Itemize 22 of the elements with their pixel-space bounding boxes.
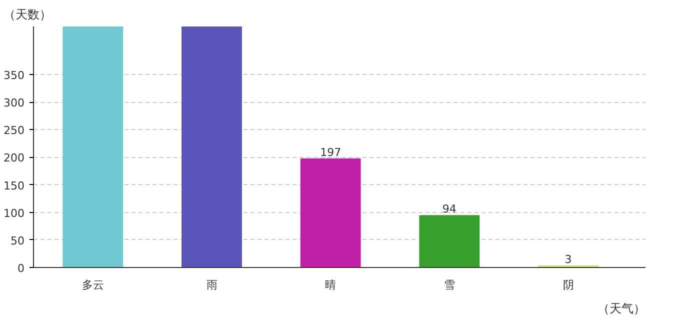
y-tick-label: 250 xyxy=(4,124,25,138)
data-label: 94 xyxy=(442,202,456,216)
bar xyxy=(419,215,480,268)
x-tick-label: 多云 xyxy=(82,278,104,292)
y-tick-label: 50 xyxy=(10,234,25,248)
bar xyxy=(300,158,361,268)
y-tick-label: 150 xyxy=(4,179,25,192)
x-tick-label: 雨 xyxy=(206,278,218,292)
x-tick-label: 雪 xyxy=(444,278,455,292)
y-axis-title: （天数） xyxy=(4,8,52,22)
bar xyxy=(182,26,242,268)
y-tick-label: 100 xyxy=(4,206,25,220)
bar xyxy=(62,26,124,268)
x-tick-label: 阴 xyxy=(562,278,574,292)
x-tick-label: 晴 xyxy=(325,278,336,292)
data-label: 3 xyxy=(564,252,572,266)
x-axis-title: （天气） xyxy=(598,302,646,316)
y-tick-label: 200 xyxy=(4,152,25,165)
data-label: 197 xyxy=(320,146,342,159)
y-tick-label: 350 xyxy=(4,68,25,82)
y-tick-label: 300 xyxy=(4,96,25,110)
y-tick-label: 0 xyxy=(18,262,24,275)
